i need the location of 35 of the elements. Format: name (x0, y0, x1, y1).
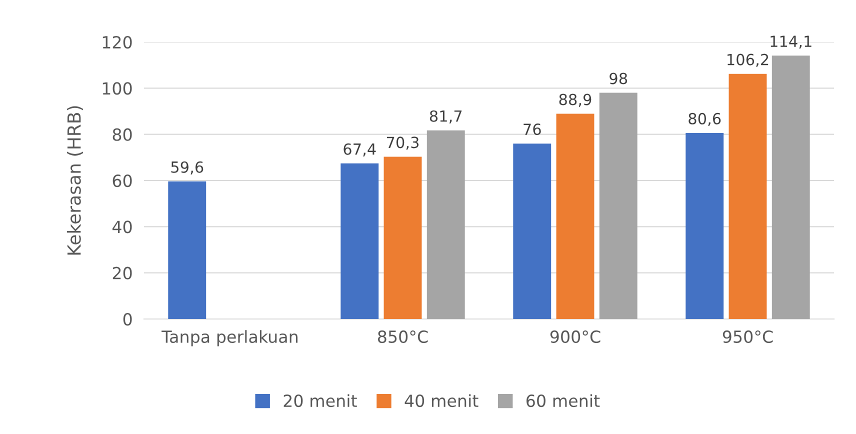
data-label: 81,7 (430, 110, 462, 124)
y-axis-title: Kekerasan (HRB) (66, 106, 84, 255)
data-label: 88,9 (559, 94, 592, 107)
data-label: 67,4 (344, 143, 376, 156)
data-label: 114,1 (770, 36, 812, 49)
y-tick-label: 20 (112, 266, 132, 280)
bar (599, 92, 638, 319)
legend-label: 40 menit (404, 394, 478, 408)
x-tick-label: 950°C (722, 330, 773, 344)
bar (340, 163, 379, 319)
bar (728, 74, 767, 319)
bar (384, 156, 422, 319)
legend-label: 20 menit (284, 394, 357, 408)
x-tick-label: Tanpa perlakuan (162, 330, 298, 346)
y-tick-label: 0 (123, 312, 132, 326)
x-tick-label: 850°C (378, 330, 428, 344)
y-tick-label: 40 (112, 220, 132, 234)
y-tick-label: 60 (112, 174, 132, 188)
data-label: 98 (610, 72, 628, 84)
data-label: 70,3 (386, 136, 419, 150)
bar (168, 181, 206, 319)
data-label: 76 (524, 123, 541, 136)
bar (556, 114, 594, 319)
x-tick-label: 900°C (550, 330, 600, 344)
bar (513, 144, 552, 319)
y-tick-label: 120 (102, 36, 132, 49)
data-label: 80,6 (688, 112, 721, 126)
y-tick-label: 100 (102, 82, 132, 95)
data-label: 106,2 (728, 54, 768, 67)
bar (772, 56, 810, 319)
legend-label: 60 menit (526, 394, 600, 408)
bar (426, 130, 465, 319)
bar (686, 132, 724, 319)
y-tick-label: 80 (112, 128, 132, 141)
data-label: 59,6 (171, 161, 204, 174)
